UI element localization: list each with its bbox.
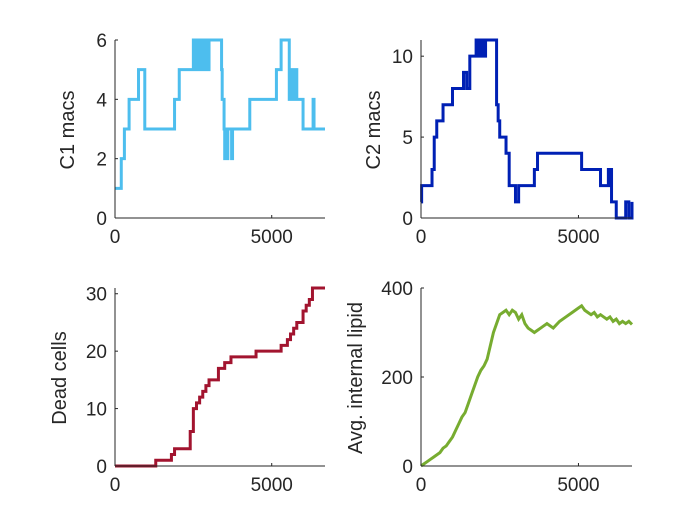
y-axis-label: Dead cells (49, 331, 71, 424)
series-line-0 (420, 303, 634, 468)
x-tick-label: 0 (416, 227, 427, 248)
y-tick-label: 10 (86, 400, 107, 421)
plot-layer-3: 0 5000 0 200 400 (381, 279, 634, 496)
y-tick-label: 10 (392, 47, 413, 68)
x-tick-label: 0 (416, 475, 427, 496)
x-tick-label: 0 (110, 475, 121, 496)
panel-c1-macs: 0 5000 0 2 4 6 C1 macs (57, 31, 325, 248)
y-axis-label: C2 macs (363, 91, 385, 170)
x-tick-label: 5000 (557, 227, 599, 248)
panel-dead-cells: 0 5000 0 10 20 30 Dead cells (49, 285, 325, 496)
y-tick-label: 0 (96, 209, 107, 230)
x-tick-label: 5000 (557, 475, 599, 496)
plot-layer-2: 0 5000 0 10 20 30 (86, 285, 325, 496)
series-line-0 (115, 38, 325, 190)
plot-layer-0: 0 5000 0 2 4 6 (96, 31, 325, 248)
y-tick-label: 400 (381, 279, 413, 300)
y-tick-label: 0 (402, 209, 413, 230)
y-tick-label: 0 (96, 457, 107, 478)
plot-layer-1: 0 5000 0 5 10 (392, 38, 634, 248)
x-tick-label: 5000 (251, 227, 293, 248)
y-tick-label: 30 (86, 285, 107, 306)
series-line-0 (420, 38, 634, 220)
y-axis-label: C1 macs (57, 91, 79, 170)
x-tick-label: 5000 (251, 475, 293, 496)
panel-avg-internal-lipid: 0 5000 0 200 400 Avg. internal lipid (345, 279, 634, 496)
y-tick-label: 2 (96, 150, 107, 171)
y-axis-label: Avg. internal lipid (345, 302, 367, 454)
series-line-0 (115, 286, 325, 468)
y-tick-label: 4 (96, 90, 107, 111)
y-tick-label: 200 (381, 368, 413, 389)
y-tick-label: 5 (402, 128, 413, 149)
panel-c2-macs: 0 5000 0 5 10 C2 macs (363, 38, 634, 248)
y-tick-label: 0 (402, 457, 413, 478)
y-tick-label: 20 (86, 342, 107, 363)
y-tick-label: 6 (96, 31, 107, 52)
x-tick-label: 0 (110, 227, 121, 248)
